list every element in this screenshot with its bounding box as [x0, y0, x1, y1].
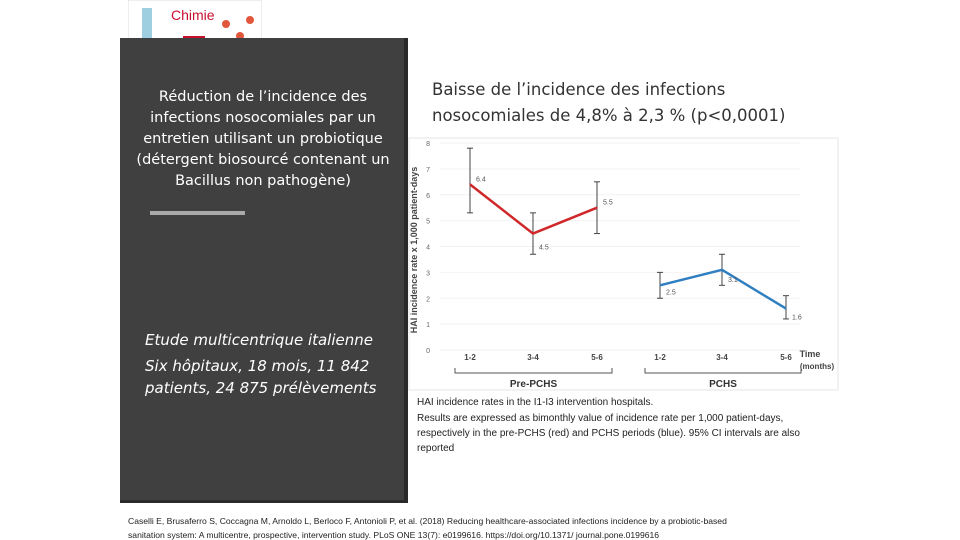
group-label: PCHS [709, 379, 737, 390]
y-tick-label: 1 [426, 322, 430, 329]
citation: sanitation system: A multicentre, prospe… [128, 530, 660, 540]
caption: Results are expressed as bimonthly value… [417, 413, 784, 424]
caption: reported [417, 443, 455, 454]
y-tick-label: 5 [426, 219, 430, 226]
x-tick-label: 1-2 [464, 353, 476, 362]
y-tick-label: 3 [426, 270, 430, 277]
data-label: 2.5 [666, 289, 676, 296]
title: Baisse de l’incidence des infections [432, 80, 726, 99]
x-tick-label: 3-4 [716, 353, 728, 362]
data-label: 3.1 [728, 277, 738, 284]
x-axis-label: Time [800, 349, 821, 359]
y-tick-label: 0 [426, 348, 430, 355]
series-line [469, 183, 598, 235]
group-label: Pre-PCHS [510, 379, 558, 390]
x-axis-unit: (months) [800, 362, 835, 371]
study-line: Etude multicentrique italienne [145, 331, 373, 349]
x-tick-label: 5-6 [591, 353, 603, 362]
divider [150, 211, 245, 215]
x-tick-label: 3-4 [527, 353, 539, 362]
y-tick-label: 8 [426, 141, 430, 148]
logo-dot [246, 16, 254, 24]
chart-frame [408, 137, 839, 391]
data-label: 6.4 [476, 176, 486, 183]
data-label: 1.6 [792, 315, 802, 322]
summary: Réduction de l’incidence des infections … [136, 89, 390, 189]
study-line: Six hôpitaux, 18 mois, 11 842 [145, 357, 370, 375]
group-bracket [454, 368, 613, 374]
group-bracket [644, 368, 802, 374]
x-tick-label: 5-6 [780, 353, 792, 362]
series-line [659, 268, 787, 310]
side-panel [120, 38, 408, 503]
y-tick-label: 2 [426, 296, 430, 303]
study-line: patients, 24 875 prélèvements [145, 379, 377, 397]
citation: Caselli E, Brusaferro S, Coccagna M, Arn… [128, 516, 727, 526]
caption: HAI incidence rates in the I1-I3 interve… [417, 397, 654, 408]
logo-tube [142, 8, 152, 48]
title: nosocomiales de 4,8% à 2,3 % (p<0,0001) [432, 106, 786, 125]
data-label: 4.5 [539, 245, 549, 252]
y-tick-label: 4 [426, 245, 430, 252]
y-axis-label: HAI incidence rate x 1,000 patient-days [409, 167, 419, 334]
y-tick-label: 6 [426, 193, 430, 200]
x-tick-label: 1-2 [654, 353, 666, 362]
caption: respectively in the pre-PCHS (red) and P… [417, 428, 800, 439]
logo-label: Chimie [171, 7, 215, 23]
logo-dot [222, 20, 230, 28]
y-tick-label: 7 [426, 167, 430, 174]
data-label: 5.5 [603, 200, 613, 207]
